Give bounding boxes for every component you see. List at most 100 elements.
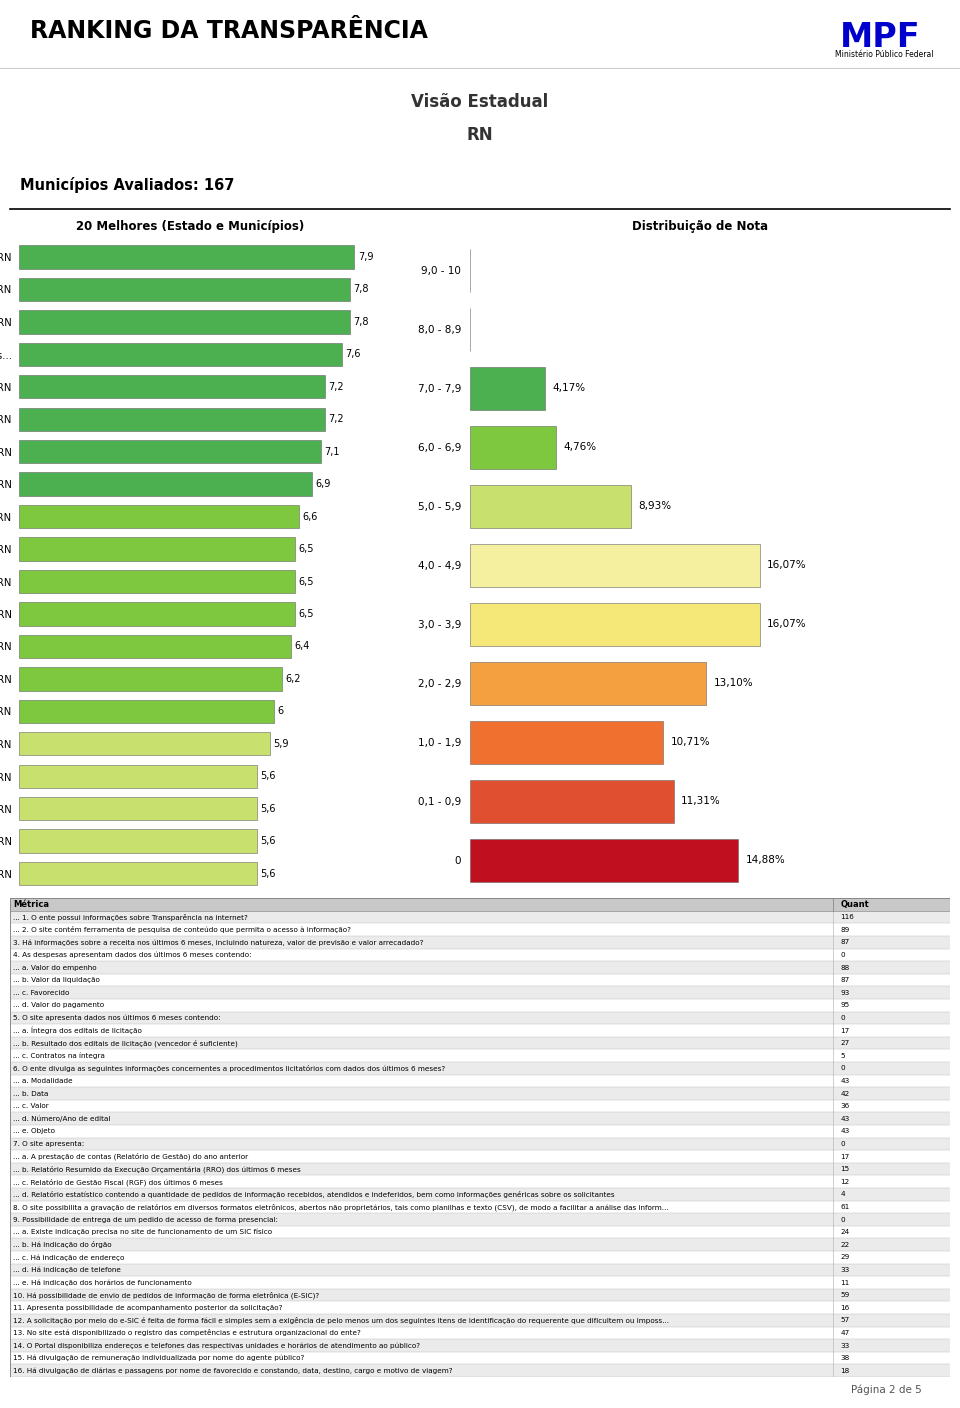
Text: 4,17%: 4,17%: [553, 383, 586, 393]
FancyBboxPatch shape: [10, 1188, 950, 1201]
Text: 57: 57: [840, 1318, 850, 1324]
FancyBboxPatch shape: [10, 1214, 950, 1226]
Text: ... c. Valor: ... c. Valor: [13, 1104, 49, 1110]
Text: ... c. Há indicação de endereço: ... c. Há indicação de endereço: [13, 1255, 125, 1260]
Text: 116: 116: [840, 914, 854, 921]
Text: ... a. Íntegra dos editais de licitação: ... a. Íntegra dos editais de licitação: [13, 1026, 142, 1035]
FancyBboxPatch shape: [10, 1000, 950, 1012]
Text: ... e. Há indicação dos horários de funcionamento: ... e. Há indicação dos horários de func…: [13, 1280, 192, 1286]
Text: 6,5: 6,5: [299, 543, 314, 555]
Text: 4: 4: [840, 1191, 845, 1197]
Text: 6,4: 6,4: [294, 642, 309, 652]
Text: ... a. Valor do empenho: ... a. Valor do empenho: [13, 964, 97, 970]
Text: 16. Há divulgação de diárias e passagens por nome de favorecido e constando, dat: 16. Há divulgação de diárias e passagens…: [13, 1367, 453, 1374]
FancyBboxPatch shape: [10, 1049, 950, 1062]
Bar: [470, 721, 663, 763]
FancyBboxPatch shape: [10, 987, 950, 1000]
Bar: [470, 543, 759, 587]
Text: 17: 17: [840, 1028, 850, 1033]
FancyBboxPatch shape: [10, 1288, 950, 1301]
FancyBboxPatch shape: [10, 1125, 950, 1138]
Text: 88: 88: [840, 964, 850, 970]
Text: 5,6: 5,6: [260, 804, 276, 814]
Bar: [19, 375, 324, 398]
Text: 87: 87: [840, 977, 850, 983]
Text: 0: 0: [840, 1015, 845, 1021]
Text: 59: 59: [840, 1293, 850, 1298]
Bar: [19, 700, 274, 724]
FancyBboxPatch shape: [10, 1112, 950, 1125]
Bar: [19, 829, 257, 853]
Text: 7,6: 7,6: [346, 349, 361, 359]
Text: 8,93%: 8,93%: [638, 501, 671, 511]
Text: 87: 87: [840, 939, 850, 945]
FancyBboxPatch shape: [10, 1226, 950, 1239]
Text: 5. O site apresenta dados nos últimos 6 meses contendo:: 5. O site apresenta dados nos últimos 6 …: [13, 1015, 221, 1021]
Text: 12: 12: [840, 1178, 850, 1184]
Bar: [470, 839, 738, 881]
Text: 7,1: 7,1: [324, 446, 340, 456]
FancyBboxPatch shape: [10, 1252, 950, 1263]
Text: RANKING DA TRANSPARÊNCIA: RANKING DA TRANSPARÊNCIA: [30, 18, 428, 44]
Text: 33: 33: [840, 1343, 850, 1349]
Text: 4. As despesas apresentam dados dos últimos 6 meses contendo:: 4. As despesas apresentam dados dos últi…: [13, 952, 252, 959]
FancyBboxPatch shape: [10, 1339, 950, 1352]
Text: 7,9: 7,9: [358, 252, 373, 262]
Text: 38: 38: [840, 1354, 850, 1362]
Bar: [19, 342, 342, 366]
Text: 6,9: 6,9: [316, 479, 331, 489]
Text: 47: 47: [840, 1331, 850, 1336]
Text: Visão Estadual: Visão Estadual: [412, 93, 548, 111]
Text: 16: 16: [840, 1305, 850, 1311]
Text: 16,07%: 16,07%: [767, 620, 806, 629]
Text: 95: 95: [840, 1002, 850, 1008]
Text: 5,6: 5,6: [260, 772, 276, 781]
Bar: [19, 277, 350, 301]
Bar: [19, 732, 270, 756]
Bar: [19, 538, 295, 560]
Text: Página 2 de 5: Página 2 de 5: [851, 1384, 922, 1395]
FancyBboxPatch shape: [10, 974, 950, 987]
Text: Quant: Quant: [840, 900, 869, 910]
Bar: [19, 310, 350, 334]
Bar: [19, 407, 324, 431]
Text: 3. Há informações sobre a receita nos últimos 6 meses, incluindo natureza, valor: 3. Há informações sobre a receita nos úl…: [13, 939, 424, 946]
Text: 11,31%: 11,31%: [682, 797, 721, 807]
Text: 0: 0: [840, 1217, 845, 1222]
Text: 7,8: 7,8: [353, 317, 370, 327]
Text: 14. O Portal disponibiliza endereços e telefones das respectivas unidades e horá: 14. O Portal disponibiliza endereços e t…: [13, 1342, 420, 1349]
Text: 9. Possibilidade de entrega de um pedido de acesso de forma presencial:: 9. Possibilidade de entrega de um pedido…: [13, 1217, 278, 1222]
Text: 27: 27: [840, 1041, 850, 1046]
Text: Ministério Público Federal: Ministério Público Federal: [835, 51, 933, 59]
Bar: [19, 473, 312, 496]
Text: Municípios Avaliados: 167: Municípios Avaliados: 167: [20, 177, 234, 193]
Text: 43: 43: [840, 1079, 850, 1084]
Text: ... a. Modalidade: ... a. Modalidade: [13, 1079, 73, 1084]
Text: 10,71%: 10,71%: [670, 738, 710, 748]
Text: ... b. Há indicação do órgão: ... b. Há indicação do órgão: [13, 1242, 112, 1249]
Text: ... d. Há indicação de telefone: ... d. Há indicação de telefone: [13, 1267, 121, 1273]
Text: ... 2. O site contém ferramenta de pesquisa de conteúdo que permita o acesso à i: ... 2. O site contém ferramenta de pesqu…: [13, 926, 351, 934]
FancyBboxPatch shape: [10, 1100, 950, 1112]
Text: 13,10%: 13,10%: [713, 679, 753, 689]
Bar: [470, 367, 545, 410]
FancyBboxPatch shape: [10, 1364, 950, 1377]
Text: 93: 93: [840, 990, 850, 995]
FancyBboxPatch shape: [10, 1326, 950, 1339]
Text: ... b. Data: ... b. Data: [13, 1091, 49, 1097]
Text: ... b. Valor da liquidação: ... b. Valor da liquidação: [13, 977, 100, 983]
Text: 24: 24: [840, 1229, 850, 1235]
Text: 6: 6: [277, 707, 283, 717]
Bar: [19, 862, 257, 886]
Text: 5,6: 5,6: [260, 836, 276, 846]
FancyBboxPatch shape: [10, 1176, 950, 1188]
FancyBboxPatch shape: [10, 898, 950, 911]
FancyBboxPatch shape: [10, 1352, 950, 1364]
Bar: [470, 427, 556, 469]
Text: RN: RN: [467, 125, 493, 144]
FancyBboxPatch shape: [10, 1276, 950, 1288]
Text: 6. O ente divulga as seguintes informações concernentes a procedimentos licitató: 6. O ente divulga as seguintes informaçõ…: [13, 1064, 445, 1071]
Text: 20 Melhores (Estado e Municípios): 20 Melhores (Estado e Municípios): [76, 220, 304, 234]
Text: 7. O site apresenta:: 7. O site apresenta:: [13, 1140, 84, 1148]
Text: 0: 0: [840, 952, 845, 957]
